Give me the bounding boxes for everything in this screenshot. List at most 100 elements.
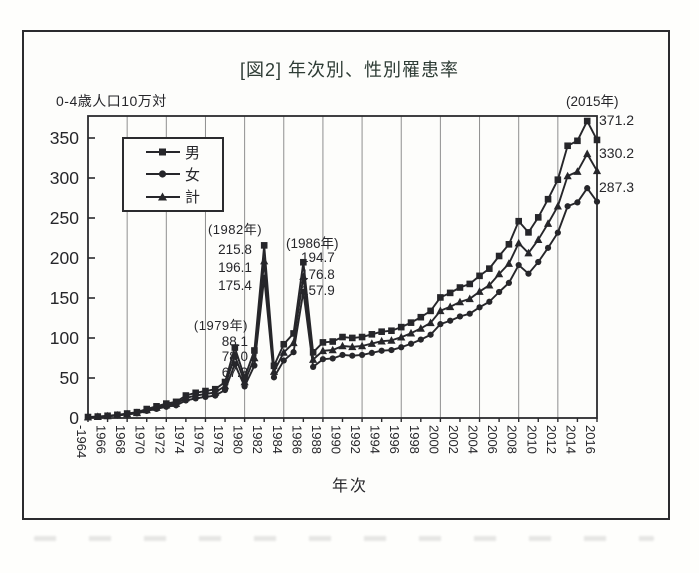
series-male-marker bbox=[476, 272, 483, 280]
series-male-marker bbox=[564, 142, 571, 150]
series-female-marker bbox=[447, 317, 454, 324]
series-female-marker bbox=[486, 298, 493, 305]
series-male-marker bbox=[417, 313, 425, 321]
series-male-marker bbox=[231, 344, 239, 351]
series-male-marker bbox=[114, 411, 121, 419]
x-tick-label: 1986 bbox=[289, 425, 304, 454]
x-tick-label: 2002 bbox=[446, 425, 461, 454]
series-female-marker bbox=[564, 203, 571, 210]
series-female-marker bbox=[358, 351, 366, 359]
series-total-marker bbox=[524, 248, 533, 257]
series-male-marker bbox=[466, 280, 474, 288]
series-total-marker bbox=[592, 166, 602, 175]
series-female-marker bbox=[427, 331, 434, 338]
series-male-marker bbox=[84, 413, 92, 421]
x-tick-label: 2000 bbox=[426, 425, 441, 454]
x-tick-label: 1988 bbox=[309, 425, 324, 454]
series-male-marker bbox=[388, 327, 395, 335]
annotation-2015-female: 287.3 bbox=[599, 179, 635, 195]
x-tick-label: 1976 bbox=[191, 425, 206, 454]
y-tick-label: 300 bbox=[50, 168, 79, 188]
legend-label-total: 計 bbox=[185, 189, 201, 207]
series-female-marker bbox=[456, 313, 464, 320]
series-total-marker bbox=[534, 235, 543, 243]
series-male-marker bbox=[554, 176, 562, 183]
series-female-marker bbox=[329, 355, 336, 362]
series-total-marker bbox=[446, 302, 455, 311]
series-total-marker bbox=[563, 171, 572, 180]
circle-marker-icon bbox=[146, 170, 180, 179]
series-male-marker bbox=[407, 319, 415, 326]
series-total-marker bbox=[465, 294, 474, 303]
annotation-1986-total: 176.8 bbox=[301, 266, 335, 282]
series-male-marker bbox=[544, 195, 552, 203]
annotation-1979-male: 88.1 bbox=[221, 333, 248, 349]
y-tick-label: 250 bbox=[50, 208, 79, 228]
scan-noise-artifact bbox=[34, 536, 654, 541]
series-male-marker bbox=[290, 330, 297, 337]
x-tick-label: 1974 bbox=[172, 425, 187, 454]
series-male-marker bbox=[593, 136, 601, 144]
series-male-marker bbox=[280, 340, 288, 348]
series-total-marker bbox=[583, 149, 592, 158]
annotation-1986-female: 157.9 bbox=[301, 283, 335, 298]
series-male-marker bbox=[270, 362, 278, 370]
annotation-1986-year: (1986年) bbox=[286, 236, 339, 251]
series-total-marker bbox=[240, 377, 249, 386]
series-female-marker bbox=[515, 261, 522, 269]
series-male-marker bbox=[358, 333, 366, 341]
series-total-marker bbox=[269, 367, 279, 375]
series-male-marker bbox=[368, 331, 376, 338]
x-tick-label: 1970 bbox=[133, 425, 148, 454]
legend-label-female: 女 bbox=[185, 166, 201, 184]
series-male-marker bbox=[153, 403, 160, 410]
series-female-marker bbox=[584, 185, 591, 192]
annotation-1979-female: 67.3 bbox=[221, 364, 248, 380]
x-tick-label: 1968 bbox=[113, 425, 128, 454]
series-total-marker bbox=[338, 341, 347, 350]
y-tick-label: 350 bbox=[50, 128, 79, 148]
series-total-marker bbox=[475, 287, 484, 295]
series-total-marker bbox=[220, 381, 230, 390]
series-female-marker bbox=[319, 356, 327, 363]
series-total-marker bbox=[367, 339, 376, 347]
series-total-marker bbox=[416, 324, 425, 332]
annotation-2015-year: (2015年) bbox=[566, 94, 619, 109]
x-tick-label: 1978 bbox=[211, 425, 226, 454]
series-male-marker bbox=[241, 374, 248, 381]
series-female-marker bbox=[544, 244, 552, 251]
series-male-marker bbox=[251, 347, 258, 354]
legend-item-female: 女 bbox=[146, 164, 222, 185]
series-male-marker bbox=[182, 392, 190, 399]
series-male-marker bbox=[456, 284, 464, 291]
annotation-1986-male: 194.7 bbox=[301, 250, 335, 265]
series-female-marker bbox=[280, 357, 287, 364]
series-female-marker bbox=[407, 340, 415, 347]
x-tick-label: 2006 bbox=[485, 425, 500, 454]
annotation-1982-total: 196.1 bbox=[218, 260, 252, 275]
series-male-marker bbox=[172, 398, 180, 406]
y-tick-label: 150 bbox=[50, 288, 79, 308]
series-total-marker bbox=[495, 269, 504, 278]
series-total-marker bbox=[553, 201, 562, 210]
x-axis-title: 年次 bbox=[331, 478, 368, 495]
series-male-marker bbox=[260, 242, 268, 249]
series-total-marker bbox=[357, 341, 367, 350]
y-axis-unit-label: 0-4歳人口10万対 bbox=[56, 93, 167, 109]
series-female-marker bbox=[554, 229, 561, 236]
x-tick-label: -1964 bbox=[74, 425, 89, 458]
series-female-marker bbox=[476, 304, 483, 311]
series-total-marker bbox=[514, 238, 523, 247]
annotation-2015-male: 371.2 bbox=[599, 112, 635, 128]
annotation-1982-year: (1982年) bbox=[207, 222, 263, 237]
series-male-marker bbox=[339, 333, 346, 341]
series-female-marker bbox=[505, 279, 513, 286]
series-male-marker bbox=[94, 413, 102, 420]
x-tick-label: 2010 bbox=[524, 425, 539, 454]
x-tick-label: 1992 bbox=[348, 425, 363, 454]
series-female-marker bbox=[437, 321, 444, 328]
legend-label-male: 男 bbox=[185, 144, 201, 162]
series-total-marker bbox=[573, 167, 582, 175]
series-female-marker bbox=[290, 349, 297, 356]
